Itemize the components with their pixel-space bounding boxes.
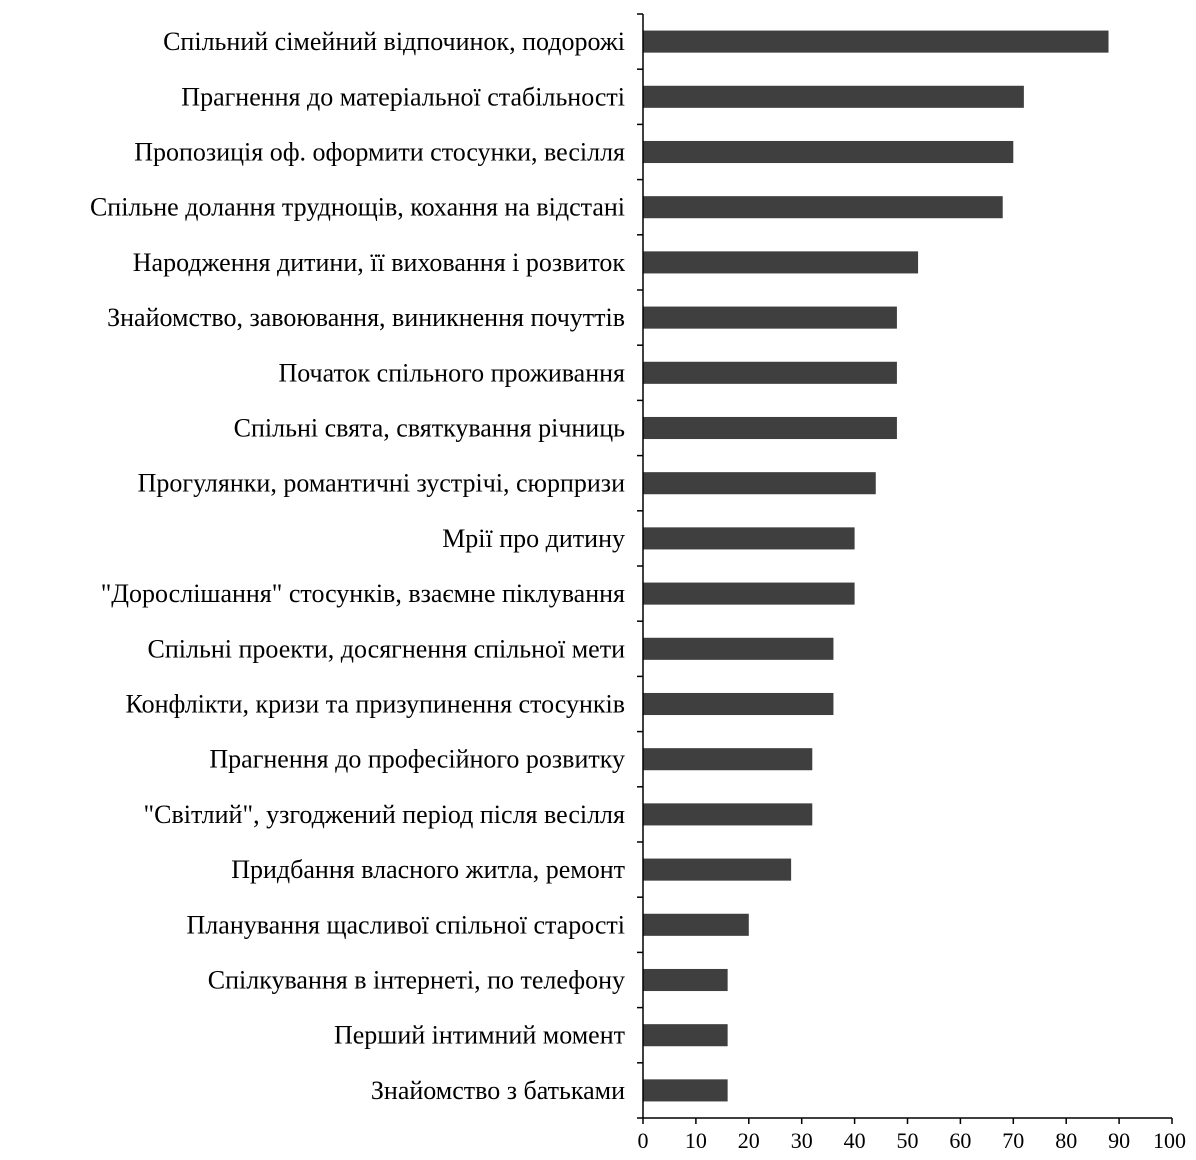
category-label: Спільні проекти, досягнення спільної мет… <box>148 634 626 663</box>
x-tick-label: 20 <box>738 1128 760 1153</box>
category-label: Пропозиція оф. оформити стосунки, весілл… <box>134 138 625 167</box>
x-tick-label: 90 <box>1108 1128 1130 1153</box>
category-label: Спільне долання труднощів, кохання на ві… <box>90 193 625 222</box>
bar <box>643 859 791 881</box>
x-tick-label: 50 <box>897 1128 919 1153</box>
bar <box>643 969 728 991</box>
x-tick-label: 30 <box>791 1128 813 1153</box>
category-label: Знайомство, завоювання, виникнення почут… <box>107 303 625 332</box>
bar <box>643 583 855 605</box>
bar <box>643 803 812 825</box>
bar <box>643 472 876 494</box>
category-label: Народження дитини, її виховання і розвит… <box>133 248 626 277</box>
category-label: Мрії про дитину <box>442 524 625 553</box>
x-tick-label: 10 <box>685 1128 707 1153</box>
bar <box>643 86 1024 108</box>
x-tick-label: 40 <box>844 1128 866 1153</box>
y-axis-ticks-group <box>637 14 643 1118</box>
x-tick-label: 60 <box>949 1128 971 1153</box>
bar <box>643 693 833 715</box>
category-label: Спільний сімейний відпочинок, подорожі <box>163 27 625 56</box>
category-label: Спілкування в інтернеті, по телефону <box>208 966 625 995</box>
x-tick-label: 0 <box>638 1128 649 1153</box>
category-label: Прагнення до матеріальної стабільності <box>181 82 625 111</box>
bar <box>643 417 897 439</box>
bar <box>643 527 855 549</box>
bar <box>643 748 812 770</box>
x-tick-label: 100 <box>1153 1128 1186 1153</box>
bar <box>643 914 749 936</box>
bar <box>643 251 918 273</box>
bar <box>643 638 833 660</box>
bar <box>643 141 1013 163</box>
bar <box>643 362 897 384</box>
category-label: "Світлий", узгоджений період після весіл… <box>143 800 625 829</box>
category-label: Знайомство з батьками <box>371 1076 625 1105</box>
x-axis-ticks-group: 0 10 20 30 40 50 60 70 80 90 100 <box>638 1118 1187 1153</box>
category-label: Перший інтимний момент <box>334 1021 625 1050</box>
category-label: Конфлікти, кризи та призупинення стосунк… <box>126 690 625 719</box>
category-labels-group: Спільний сімейний відпочинок, подорожі Пр… <box>90 27 625 1105</box>
bar <box>643 31 1109 53</box>
category-label: Прогулянки, романтичні зустрічі, сюрприз… <box>138 469 625 498</box>
category-label: Початок спільного проживання <box>278 358 625 387</box>
x-tick-label: 70 <box>1002 1128 1024 1153</box>
category-label: Спільні свята, святкування річниць <box>234 414 625 443</box>
bar <box>643 1024 728 1046</box>
bar <box>643 307 897 329</box>
bar <box>643 1079 728 1101</box>
bar <box>643 196 1003 218</box>
category-label: Планування щасливої спільної старості <box>187 910 625 939</box>
category-label: Придбання власного житла, ремонт <box>231 855 625 884</box>
category-label: "Дорослішання" стосунків, взаємне піклув… <box>101 579 625 608</box>
x-tick-label: 80 <box>1055 1128 1077 1153</box>
bars-group <box>643 31 1109 1102</box>
category-label: Прагнення до професійного розвитку <box>209 745 625 774</box>
